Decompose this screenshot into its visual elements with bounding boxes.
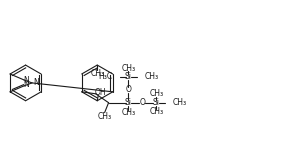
Text: CH₃: CH₃ (149, 107, 164, 116)
Text: CH₃: CH₃ (122, 64, 135, 73)
Text: Si: Si (125, 72, 132, 81)
Text: CH₃: CH₃ (97, 112, 112, 121)
Text: O: O (139, 98, 145, 107)
Text: H₃C: H₃C (98, 72, 113, 81)
Text: Si: Si (125, 98, 132, 107)
Text: O: O (126, 85, 131, 94)
Text: Si: Si (153, 98, 160, 107)
Text: CH₃: CH₃ (172, 98, 186, 107)
Text: OH: OH (95, 88, 106, 97)
Text: N: N (23, 76, 29, 85)
Text: CH₃: CH₃ (149, 89, 164, 98)
Text: CH₃: CH₃ (144, 72, 159, 81)
Text: CH₃: CH₃ (90, 69, 104, 79)
Text: N: N (23, 80, 29, 89)
Text: N: N (33, 78, 39, 87)
Text: CH₃: CH₃ (122, 108, 135, 117)
